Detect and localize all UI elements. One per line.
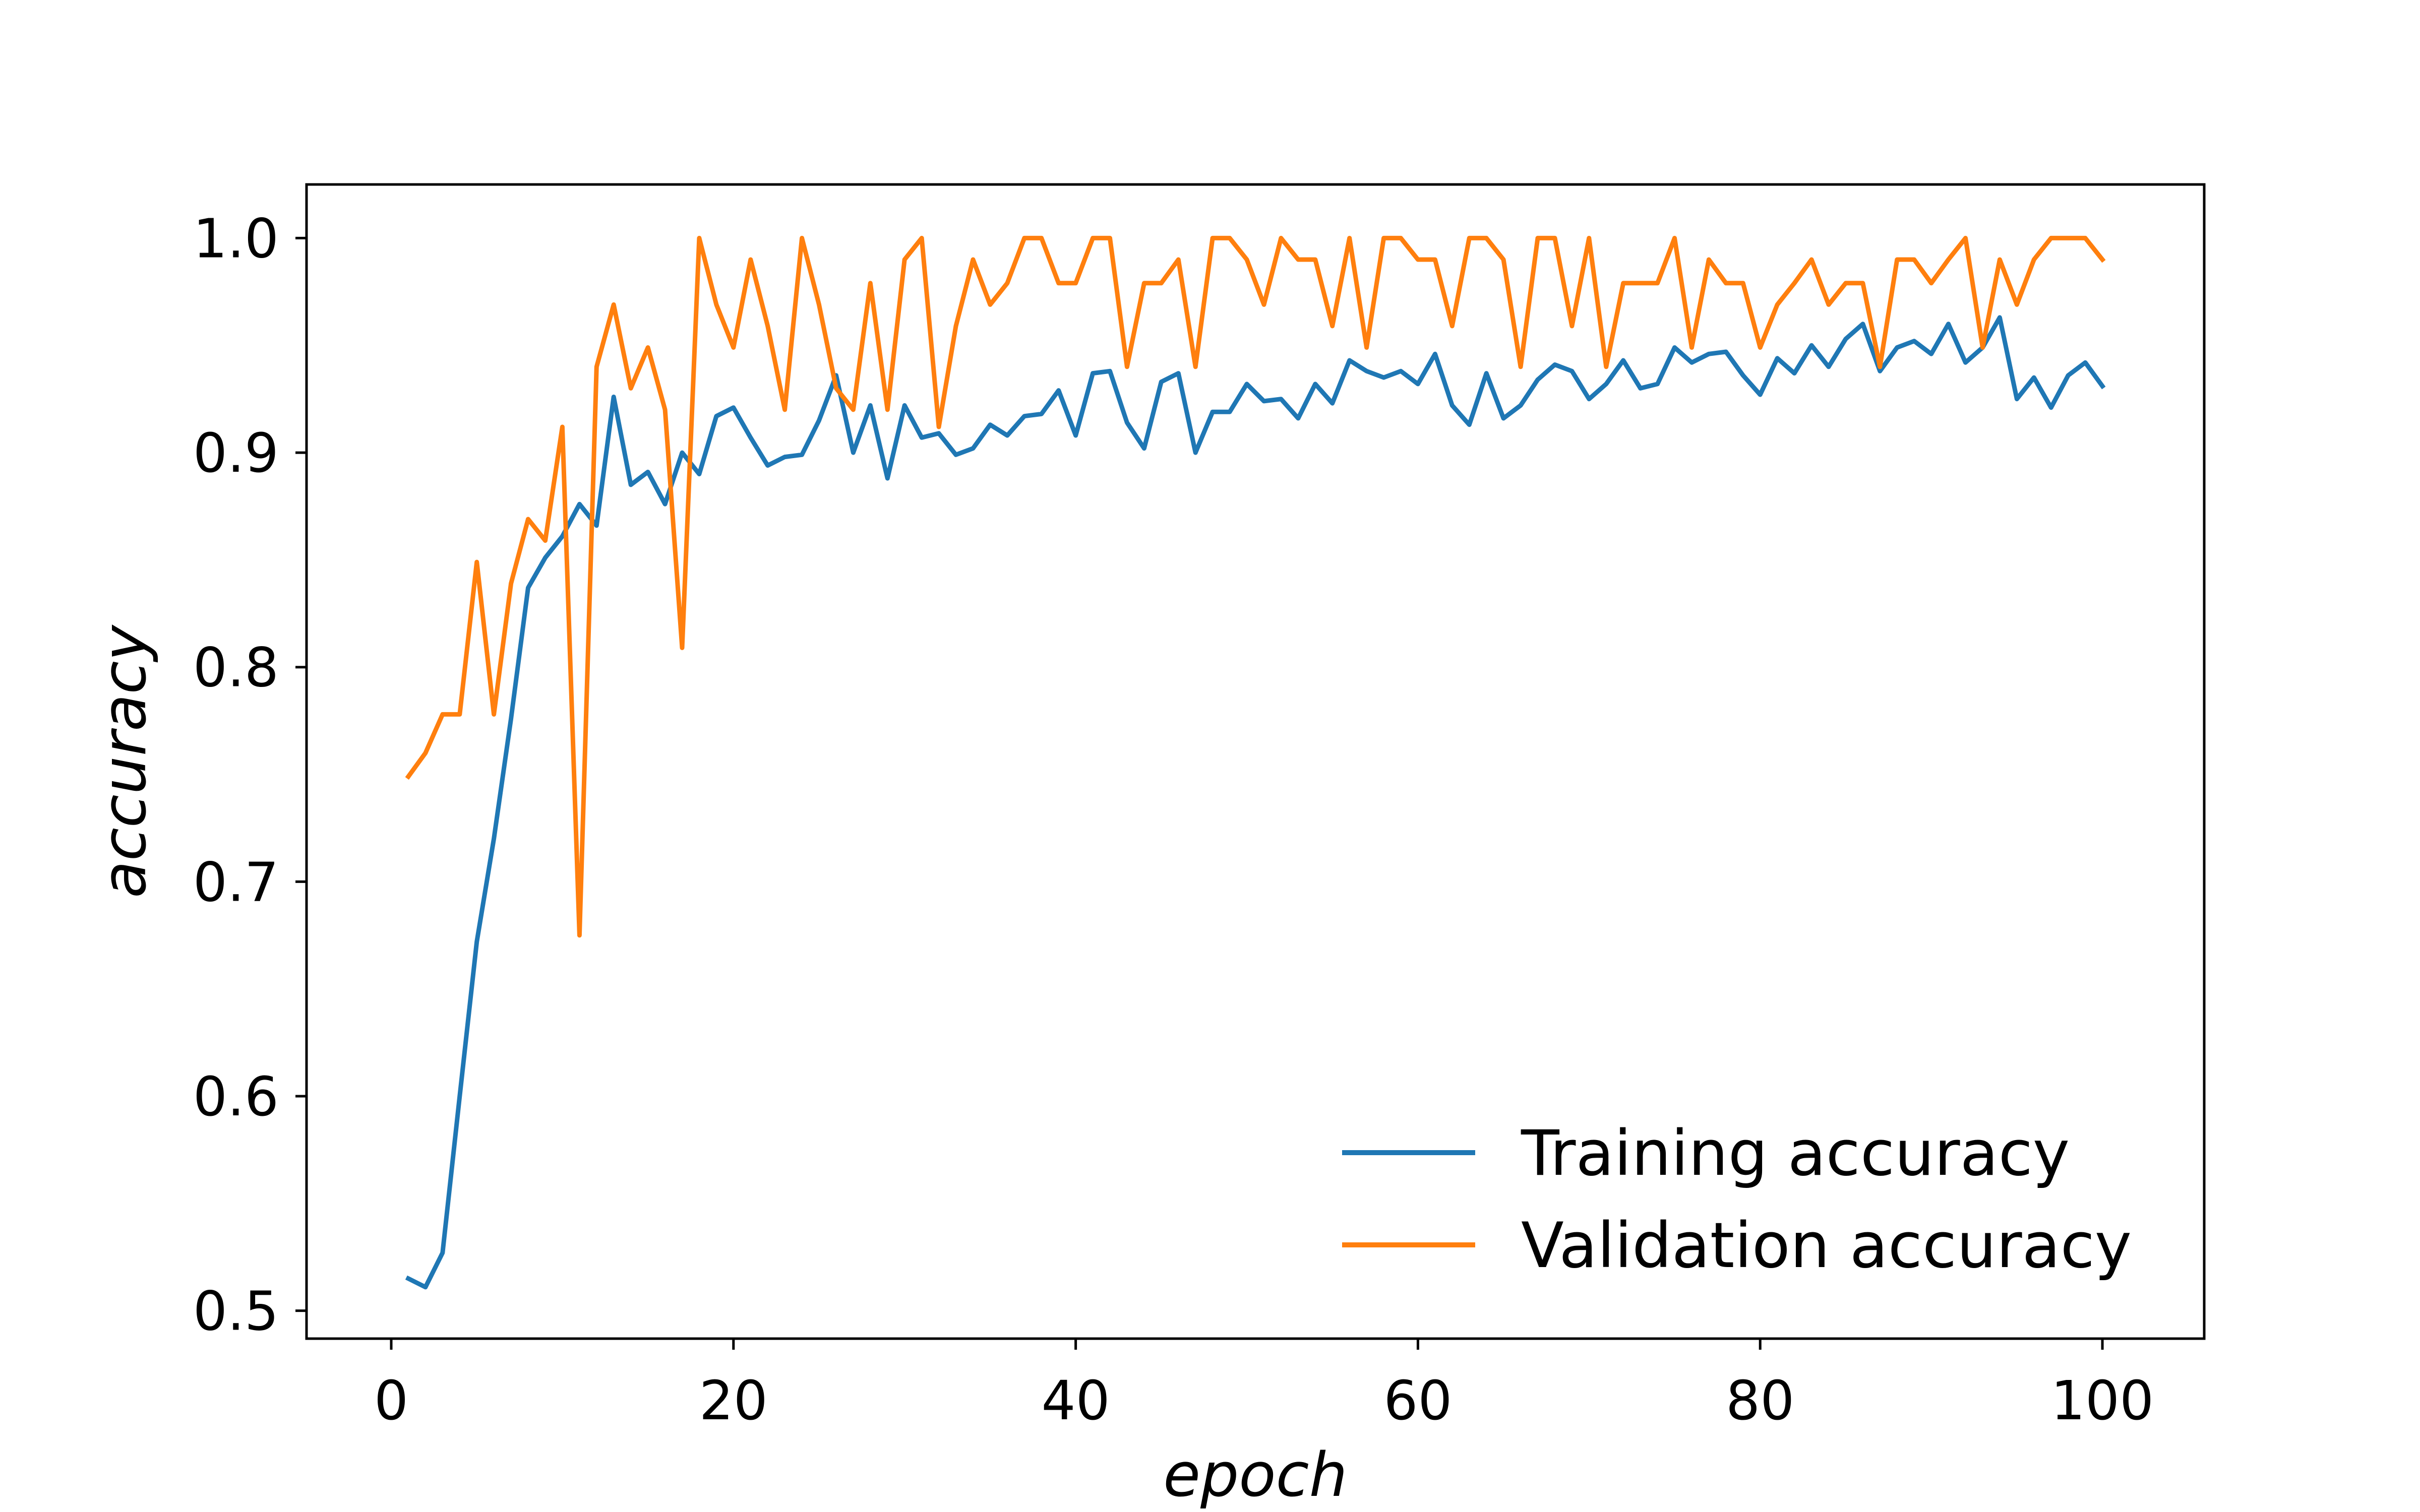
legend-label-validation: Validation accuracy bbox=[1521, 1210, 2132, 1282]
y-axis: 0.5 0.6 0.7 0.8 0.9 1.0 bbox=[193, 208, 307, 1343]
y-axis-title: accuracy bbox=[90, 624, 160, 898]
x-axis: 0 20 40 60 80 100 bbox=[374, 1339, 2154, 1432]
x-tick-label: 60 bbox=[1383, 1370, 1452, 1432]
x-axis-title: epoch bbox=[1163, 1440, 1347, 1510]
x-tick-label: 20 bbox=[699, 1370, 768, 1432]
x-tick-label: 80 bbox=[1726, 1370, 1794, 1432]
plot-area-frame bbox=[305, 183, 2206, 1340]
plot-lines bbox=[405, 235, 2106, 1290]
x-tick-label: 40 bbox=[1042, 1370, 1110, 1432]
y-tick-label: 0.8 bbox=[193, 637, 279, 700]
legend-label-training: Training accuracy bbox=[1521, 1117, 2070, 1190]
y-tick-label: 0.7 bbox=[193, 851, 279, 914]
y-tick-label: 0.9 bbox=[193, 422, 279, 485]
series-line-validation bbox=[405, 235, 2106, 938]
y-tick-label: 1.0 bbox=[193, 208, 279, 270]
y-tick-label: 0.6 bbox=[193, 1066, 279, 1128]
legend: Training accuracy Validation accuracy bbox=[1342, 1117, 2132, 1282]
y-tick-label: 0.5 bbox=[193, 1281, 279, 1343]
x-tick-label: 100 bbox=[2051, 1370, 2154, 1432]
x-tick-label: 0 bbox=[374, 1370, 408, 1432]
